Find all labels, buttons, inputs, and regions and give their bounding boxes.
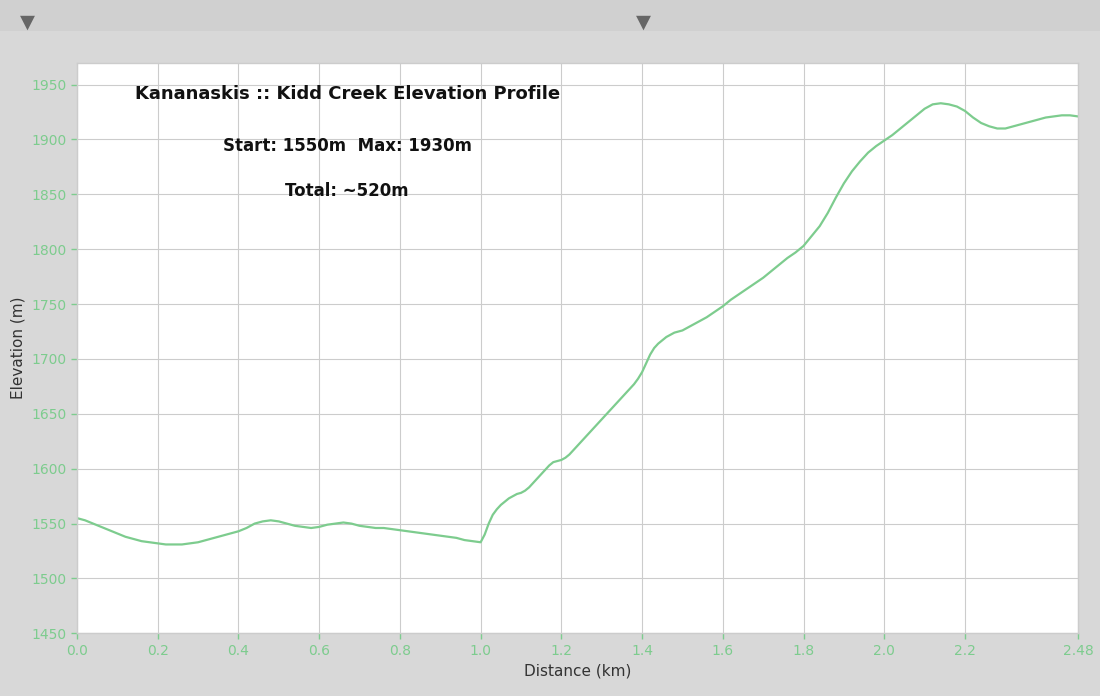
X-axis label: Distance (km): Distance (km) <box>524 663 631 679</box>
Text: Start: 1550m  Max: 1930m: Start: 1550m Max: 1930m <box>223 137 472 155</box>
Text: Kananaskis :: Kidd Creek Elevation Profile: Kananaskis :: Kidd Creek Elevation Profi… <box>134 86 560 104</box>
Text: ▼: ▼ <box>636 13 651 31</box>
Y-axis label: Elevation (m): Elevation (m) <box>11 296 25 400</box>
Text: ▼: ▼ <box>20 13 35 31</box>
Text: Total: ~520m: Total: ~520m <box>286 182 409 200</box>
